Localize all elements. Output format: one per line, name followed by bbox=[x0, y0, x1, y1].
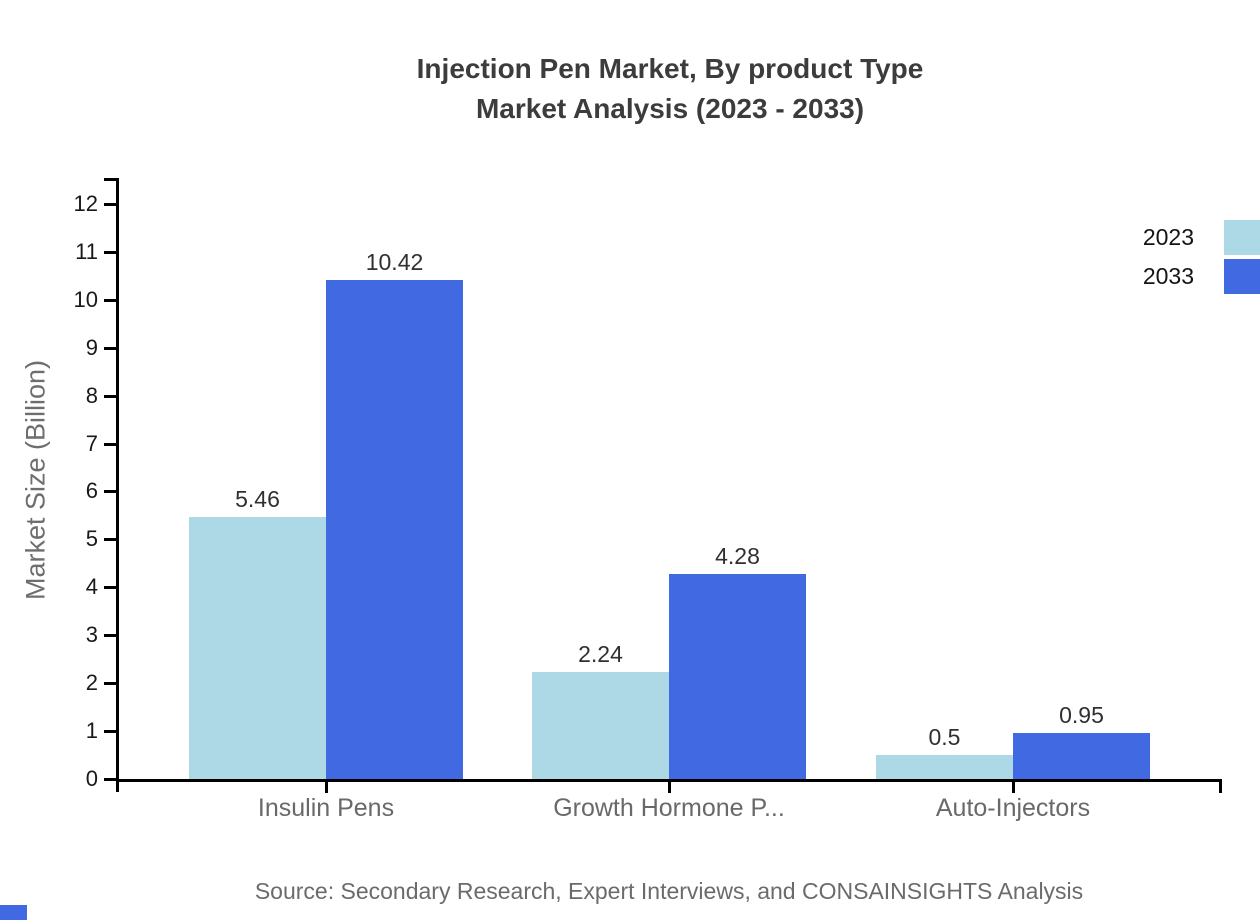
y-axis-tick bbox=[104, 778, 117, 781]
y-axis-tick bbox=[104, 730, 117, 733]
y-axis-tick bbox=[104, 682, 117, 685]
y-tick-label: 1 bbox=[85, 718, 98, 743]
y-axis-tick bbox=[104, 443, 117, 446]
bar-value-label: 0.95 bbox=[1059, 702, 1104, 728]
category-label: Growth Hormone P... bbox=[553, 794, 785, 822]
y-axis-tick bbox=[104, 634, 117, 637]
bar-value-label: 0.5 bbox=[928, 724, 961, 750]
y-axis-line bbox=[116, 178, 119, 792]
category-label: Insulin Pens bbox=[257, 794, 395, 822]
y-tick-label: 8 bbox=[85, 383, 98, 408]
y-tick-label: 9 bbox=[85, 335, 98, 360]
bar-value-label: 5.46 bbox=[235, 486, 280, 512]
y-tick-label: 3 bbox=[85, 622, 98, 647]
y-tick-label: 5 bbox=[85, 526, 98, 551]
bar-2023-1 bbox=[189, 517, 326, 779]
y-tick-label: 0 bbox=[85, 766, 98, 791]
x-axis-tick bbox=[325, 779, 328, 793]
y-axis-tick bbox=[104, 586, 117, 589]
chart-title-line1: Injection Pen Market, By product Type bbox=[416, 53, 924, 84]
source-note: Source: Secondary Research, Expert Inter… bbox=[254, 878, 1084, 904]
legend-item-2033-swatch[interactable] bbox=[1224, 259, 1260, 294]
bar-value-label: 10.42 bbox=[365, 249, 424, 275]
y-axis-tick bbox=[104, 299, 117, 302]
y-axis-tick bbox=[104, 538, 117, 541]
legend-item-2023-swatch[interactable] bbox=[1224, 220, 1260, 255]
y-tick-label: 10 bbox=[73, 287, 98, 312]
bar-2033-2 bbox=[669, 574, 806, 779]
y-tick-label: 12 bbox=[73, 191, 98, 216]
watermark-square bbox=[0, 905, 27, 920]
chart-title-line2: Market Analysis (2023 - 2033) bbox=[475, 93, 865, 124]
category-label: Auto-Injectors bbox=[935, 794, 1091, 822]
y-axis-tick bbox=[104, 395, 117, 398]
y-axis-tick bbox=[104, 203, 117, 206]
y-tick-label: 2 bbox=[85, 670, 98, 695]
bar-2033-1 bbox=[326, 280, 463, 779]
y-axis-tick bbox=[104, 490, 117, 493]
y-tick-label: 6 bbox=[85, 478, 98, 503]
x-axis-tick bbox=[668, 779, 671, 793]
y-tick-label: 4 bbox=[85, 574, 98, 599]
bar-2023-3 bbox=[876, 755, 1013, 779]
bar-2033-3 bbox=[1013, 733, 1150, 779]
x-axis-tick bbox=[1012, 779, 1015, 793]
y-axis-tick bbox=[104, 251, 117, 254]
y-axis-tick bbox=[104, 347, 117, 350]
legend-item-2023-label[interactable]: 2023 bbox=[1142, 224, 1194, 250]
bar-value-label: 2.24 bbox=[578, 641, 623, 667]
bar-2023-2 bbox=[532, 672, 669, 779]
y-tick-label: 11 bbox=[75, 239, 98, 264]
y-tick-label: 7 bbox=[85, 431, 98, 456]
x-axis-end-cap bbox=[1219, 779, 1222, 793]
legend-item-2033-label[interactable]: 2033 bbox=[1142, 263, 1194, 289]
y-axis-end-cap bbox=[104, 178, 117, 181]
bar-value-label: 4.28 bbox=[715, 543, 760, 569]
